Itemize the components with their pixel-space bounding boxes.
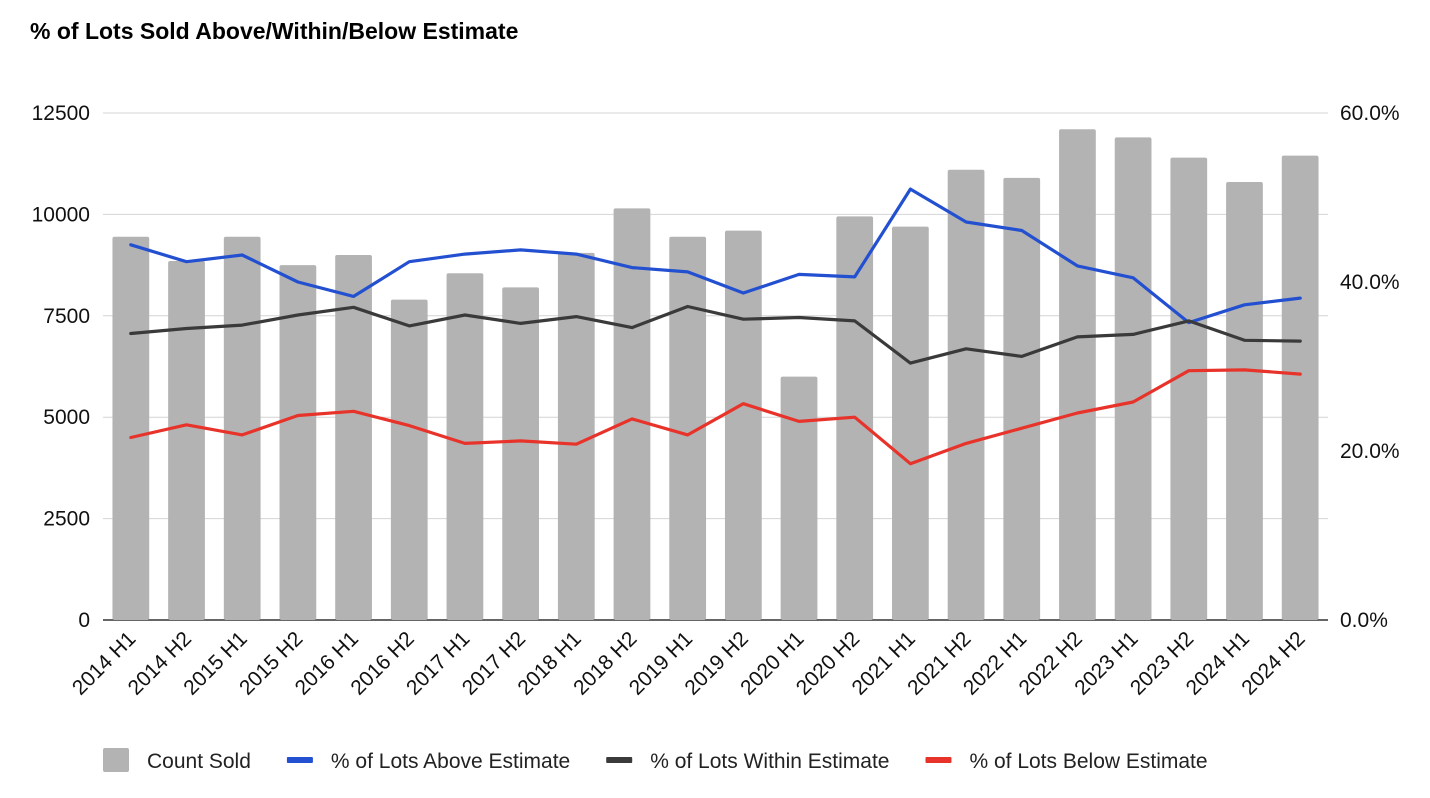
- left-axis-tick-label: 5000: [43, 406, 90, 429]
- legend-swatch-of-lots-above-estimate: [286, 757, 313, 763]
- bar-count-sold: [780, 376, 818, 620]
- bar-count-sold: [557, 252, 595, 620]
- bar-count-sold: [1059, 129, 1096, 620]
- bar-count-sold: [1114, 137, 1152, 620]
- percentage-lines: [129, 187, 1302, 466]
- line-of-lots-below-estimate: [129, 368, 1302, 466]
- bar-count-sold: [1281, 155, 1319, 620]
- left-axis-tick-label: 7500: [43, 305, 90, 328]
- bar-count-sold: [669, 236, 707, 620]
- bar-count-sold: [335, 254, 372, 620]
- legend: Count Sold % of Lots Above Estimate % of L…: [103, 748, 1208, 773]
- legend-label-count-sold: Count Sold: [147, 750, 251, 773]
- chart-title: % of Lots Sold Above/Within/Below Estima…: [30, 18, 519, 44]
- legend-label-of-lots-above-estimate: % of Lots Above Estimate: [331, 750, 570, 773]
- bar-count-sold: [112, 236, 150, 620]
- bar-count-sold: [223, 236, 261, 620]
- bar-count-sold: [279, 265, 317, 620]
- right-axis-tick-label: 0.0%: [1340, 609, 1388, 632]
- legend-swatch-count-sold: [103, 748, 129, 772]
- bar-count-sold: [502, 287, 539, 620]
- left-axis-tick-label: 2500: [43, 508, 90, 531]
- left-axis-tick-label: 0: [78, 609, 90, 632]
- right-axis-tick-label: 60.0%: [1340, 102, 1400, 125]
- bar-count-sold: [1226, 181, 1263, 620]
- line-of-lots-above-estimate: [129, 187, 1302, 325]
- line-of-lots-within-estimate: [129, 304, 1302, 365]
- bar-count-sold: [1170, 157, 1208, 620]
- bar-count-sold: [947, 169, 985, 620]
- legend-swatch-of-lots-below-estimate: [925, 757, 952, 763]
- legend-swatch-of-lots-within-estimate: [606, 757, 633, 763]
- right-axis-tick-label: 40.0%: [1340, 271, 1400, 294]
- left-axis-tick-label: 12500: [32, 102, 90, 125]
- bar-count-sold: [724, 230, 762, 620]
- right-axis-tick-label: 20.0%: [1340, 440, 1400, 463]
- bar-count-sold: [892, 226, 929, 620]
- bar-count-sold: [446, 273, 484, 620]
- legend-label-of-lots-within-estimate: % of Lots Within Estimate: [650, 750, 889, 773]
- bar-count-sold: [613, 208, 651, 621]
- bar-count-sold: [1003, 177, 1041, 620]
- legend-label-of-lots-below-estimate: % of Lots Below Estimate: [969, 750, 1207, 773]
- left-axis-tick-label: 10000: [32, 203, 90, 226]
- bar-count-sold: [168, 261, 205, 620]
- count-sold-bars: [112, 129, 1319, 621]
- bar-count-sold: [390, 299, 428, 620]
